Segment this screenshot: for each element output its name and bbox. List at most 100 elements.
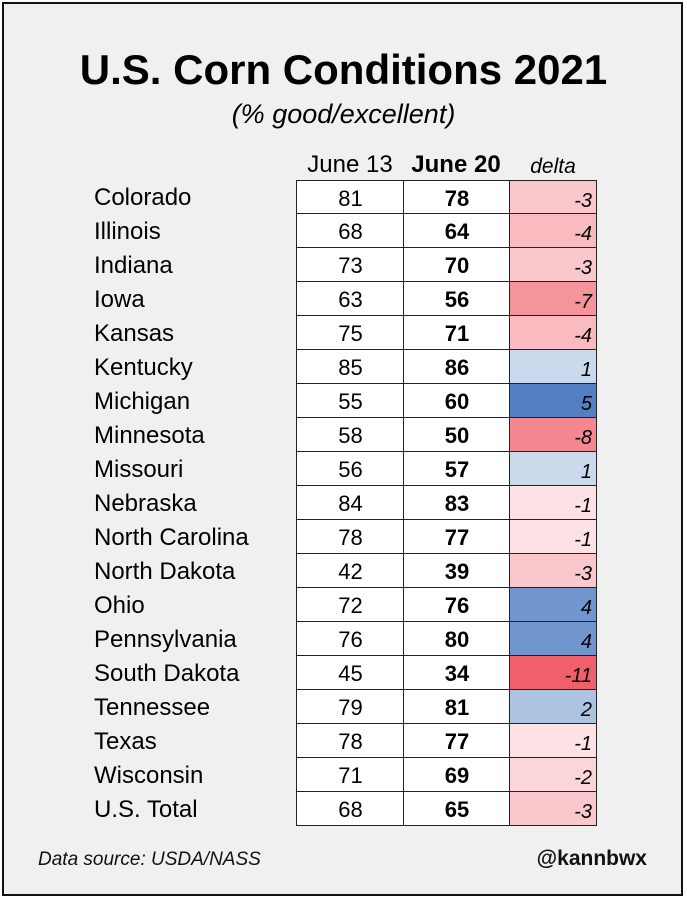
chart-subtitle: (% good/excellent) [231, 99, 456, 129]
table-row: Minnesota 58 50 -8 [0, 418, 687, 452]
june20-value: 50 [403, 418, 510, 452]
delta-value: -2 [509, 758, 597, 792]
june20-value: 56 [403, 282, 510, 316]
column-header-june20: June 20 [411, 151, 501, 178]
state-label: Colorado [94, 184, 192, 211]
delta-value: -3 [509, 248, 597, 282]
june20-value: 60 [403, 384, 510, 418]
june20-value: 69 [403, 758, 510, 792]
table-row: North Carolina 78 77 -1 [0, 520, 687, 554]
delta-value: -4 [509, 316, 597, 350]
june20-value: 70 [403, 248, 510, 282]
june13-value: 73 [296, 248, 404, 282]
june20-value: 83 [403, 486, 510, 520]
chart-title: U.S. Corn Conditions 2021 [79, 46, 608, 93]
table-row: Kansas 75 71 -4 [0, 316, 687, 350]
delta-value: -1 [509, 724, 597, 758]
june20-value: 39 [403, 554, 510, 588]
table-row: Wisconsin 71 69 -2 [0, 758, 687, 792]
june13-value: 72 [296, 588, 404, 622]
june13-value: 42 [296, 554, 404, 588]
table-row: Illinois 68 64 -4 [0, 214, 687, 248]
table-row: Ohio 72 76 4 [0, 588, 687, 622]
june13-value: 56 [296, 452, 404, 486]
table-row: South Dakota 45 34 -11 [0, 656, 687, 690]
june13-value: 71 [296, 758, 404, 792]
table-row: Indiana 73 70 -3 [0, 248, 687, 282]
delta-value: -11 [509, 656, 597, 690]
state-label: Ohio [94, 592, 145, 619]
june20-value: 78 [403, 180, 510, 214]
state-label: Nebraska [94, 490, 197, 517]
delta-value: 2 [509, 690, 597, 724]
table-row: Pennsylvania 76 80 4 [0, 622, 687, 656]
state-label: Tennessee [94, 694, 211, 721]
june20-value: 64 [403, 214, 510, 248]
state-label: Wisconsin [94, 762, 204, 789]
delta-value: -3 [509, 554, 597, 588]
june20-value: 65 [403, 792, 510, 826]
june13-value: 79 [296, 690, 404, 724]
delta-value: -1 [509, 520, 597, 554]
table-row: Iowa 63 56 -7 [0, 282, 687, 316]
june13-value: 75 [296, 316, 404, 350]
june20-value: 77 [403, 724, 510, 758]
june13-value: 81 [296, 180, 404, 214]
state-label: Pennsylvania [94, 626, 237, 653]
data-source-note: Data source: USDA/NASS [38, 849, 261, 870]
state-label: Iowa [94, 286, 145, 313]
delta-value: 4 [509, 588, 597, 622]
table-row: Michigan 55 60 5 [0, 384, 687, 418]
june20-value: 86 [403, 350, 510, 384]
june20-value: 76 [403, 588, 510, 622]
table-row: U.S. Total 68 65 -3 [0, 792, 687, 826]
column-header-june13: June 13 [307, 151, 393, 178]
table-row: Missouri 56 57 1 [0, 452, 687, 486]
state-label: Michigan [94, 388, 191, 415]
june20-value: 81 [403, 690, 510, 724]
june13-value: 84 [296, 486, 404, 520]
june13-value: 63 [296, 282, 404, 316]
state-label: Kansas [94, 320, 175, 347]
june13-value: 85 [296, 350, 404, 384]
table-row: Texas 78 77 -1 [0, 724, 687, 758]
june13-value: 58 [296, 418, 404, 452]
june13-value: 45 [296, 656, 404, 690]
state-label: North Carolina [94, 524, 249, 551]
state-label: Minnesota [94, 422, 205, 449]
delta-value: -8 [509, 418, 597, 452]
column-header-delta: delta [530, 155, 576, 178]
june20-value: 34 [403, 656, 510, 690]
june20-value: 77 [403, 520, 510, 554]
june20-value: 57 [403, 452, 510, 486]
june13-value: 68 [296, 792, 404, 826]
table-row: Tennessee 79 81 2 [0, 690, 687, 724]
june13-value: 76 [296, 622, 404, 656]
table-row: Nebraska 84 83 -1 [0, 486, 687, 520]
delta-value: 5 [509, 384, 597, 418]
delta-value: -7 [509, 282, 597, 316]
delta-value: 4 [509, 622, 597, 656]
delta-value: 1 [509, 350, 597, 384]
table-row: Kentucky 85 86 1 [0, 350, 687, 384]
state-label: Texas [94, 728, 157, 755]
delta-value: -4 [509, 214, 597, 248]
june13-value: 78 [296, 724, 404, 758]
state-label: North Dakota [94, 558, 236, 585]
june20-value: 71 [403, 316, 510, 350]
table-row: North Dakota 42 39 -3 [0, 554, 687, 588]
delta-value: -3 [509, 792, 597, 826]
author-handle: @kannbwx [536, 847, 647, 870]
state-label: Indiana [94, 252, 173, 279]
state-label: Kentucky [94, 354, 193, 381]
delta-value: -1 [509, 486, 597, 520]
delta-value: -3 [509, 180, 597, 214]
state-label: South Dakota [94, 660, 240, 687]
june13-value: 55 [296, 384, 404, 418]
table-row: Colorado 81 78 -3 [0, 180, 687, 214]
june20-value: 80 [403, 622, 510, 656]
state-label: Missouri [94, 456, 184, 483]
delta-value: 1 [509, 452, 597, 486]
june13-value: 68 [296, 214, 404, 248]
state-label: U.S. Total [94, 796, 198, 823]
